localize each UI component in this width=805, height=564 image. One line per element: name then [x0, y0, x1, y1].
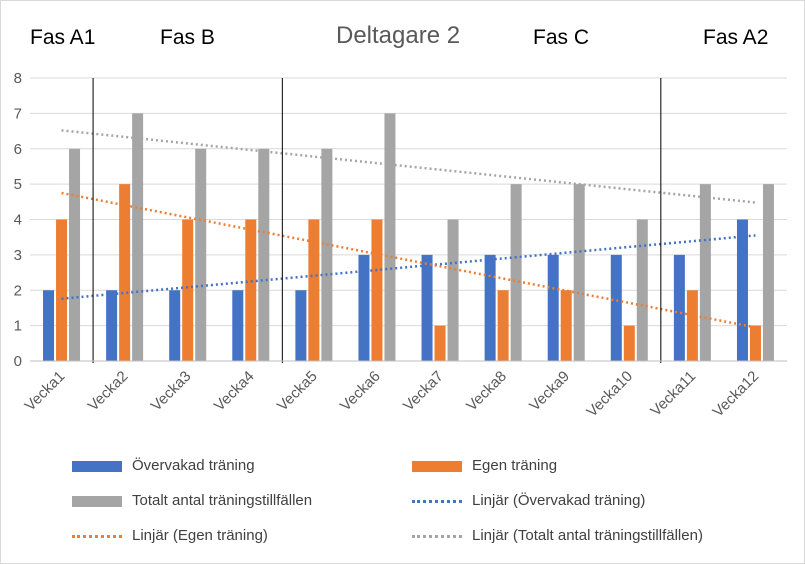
bar — [447, 219, 459, 361]
x-tick-label: Vecka6 — [337, 368, 384, 415]
legend-swatch-egen — [412, 460, 462, 472]
bar — [749, 325, 761, 361]
y-tick-label: 0 — [14, 353, 22, 370]
bar — [762, 184, 774, 361]
bar — [636, 219, 648, 361]
bar — [699, 184, 711, 361]
bar — [132, 113, 144, 361]
phase-label-c: Fas C — [533, 26, 590, 49]
y-tick-label: 4 — [14, 212, 22, 229]
legend-swatch-totalt — [72, 495, 122, 507]
bar — [106, 290, 118, 361]
y-tick-label: 5 — [14, 176, 22, 193]
x-tick-label: Vecka12 — [710, 368, 763, 421]
phase-dividers — [92, 78, 662, 363]
legend-label-trend-overvakad: Linjär (Övervakad träning) — [472, 492, 646, 509]
y-tick-label: 8 — [14, 70, 22, 87]
bar — [43, 290, 55, 361]
x-tick-label: Vecka7 — [400, 368, 447, 415]
bar — [497, 290, 509, 361]
bar — [736, 219, 748, 361]
bar — [182, 219, 194, 361]
x-tick-label: Vecka11 — [647, 368, 699, 420]
bar — [56, 219, 68, 361]
bar — [119, 184, 131, 361]
legend-label-overvakad: Övervakad träning — [132, 457, 255, 474]
bar — [308, 219, 320, 361]
chart-title: Deltagare 2 — [336, 22, 461, 49]
x-tick-label: Vecka8 — [463, 368, 510, 415]
bar — [258, 148, 270, 361]
phase-label-b: Fas B — [160, 26, 215, 49]
legend-swatch-trend-egen — [72, 534, 122, 538]
trendline — [61, 234, 756, 300]
x-tick-label: Vecka3 — [148, 368, 195, 415]
y-tick-label: 3 — [14, 247, 22, 264]
bar — [195, 148, 207, 361]
bar — [623, 325, 635, 361]
legend-item-trend-totalt: Linjär (Totalt antal träningstillfällen) — [412, 527, 703, 544]
bar — [169, 290, 181, 361]
bar — [686, 290, 698, 361]
bar — [384, 113, 396, 361]
legend-item-totalt: Totalt antal träningstillfällen — [72, 492, 312, 509]
bar — [295, 290, 307, 361]
bar — [371, 219, 383, 361]
x-tick-label: Vecka1 — [22, 368, 69, 415]
bar — [610, 254, 622, 361]
legend-swatch-trend-totalt — [412, 534, 462, 538]
bar — [321, 148, 333, 361]
y-tick-label: 2 — [14, 282, 22, 299]
legend-label-trend-egen: Linjär (Egen träning) — [132, 527, 268, 544]
bar — [421, 254, 433, 361]
x-tick-label: Vecka9 — [526, 368, 573, 415]
bar — [69, 148, 81, 361]
bar — [573, 184, 585, 361]
bar — [358, 254, 370, 361]
bar — [484, 254, 496, 361]
phase-label-a1: Fas A1 — [30, 26, 96, 49]
x-tick-label: Vecka4 — [211, 368, 258, 415]
bar — [510, 184, 522, 361]
legend-item-overvakad: Övervakad träning — [72, 457, 255, 474]
x-tick-label: Vecka10 — [583, 368, 636, 421]
x-tick-label: Vecka5 — [274, 368, 321, 415]
bar — [232, 290, 244, 361]
phase-label-a2: Fas A2 — [703, 26, 769, 49]
legend-swatch-overvakad — [72, 460, 122, 472]
trendline — [61, 191, 756, 329]
legend-swatch-trend-overvakad — [412, 499, 462, 503]
x-tick-label: Vecka2 — [85, 368, 132, 415]
y-tick-label: 7 — [14, 105, 22, 122]
legend-item-egen: Egen träning — [412, 457, 557, 474]
legend-label-trend-totalt: Linjär (Totalt antal träningstillfällen) — [472, 527, 703, 544]
legend-label-totalt: Totalt antal träningstillfällen — [132, 492, 313, 509]
legend-label-egen: Egen träning — [472, 457, 558, 474]
bar — [547, 254, 559, 361]
trendline-group — [61, 129, 756, 329]
bar — [560, 290, 572, 361]
bar — [434, 325, 446, 361]
bar-group — [43, 113, 774, 361]
legend-item-trend-overvakad: Linjär (Övervakad träning) — [412, 492, 645, 509]
legend-item-trend-egen: Linjär (Egen träning) — [72, 527, 268, 544]
bar — [673, 254, 685, 361]
y-tick-label: 6 — [14, 141, 22, 158]
bar — [245, 219, 257, 361]
y-gridlines — [30, 77, 787, 327]
trendline — [61, 129, 756, 204]
y-tick-label: 1 — [14, 318, 22, 335]
